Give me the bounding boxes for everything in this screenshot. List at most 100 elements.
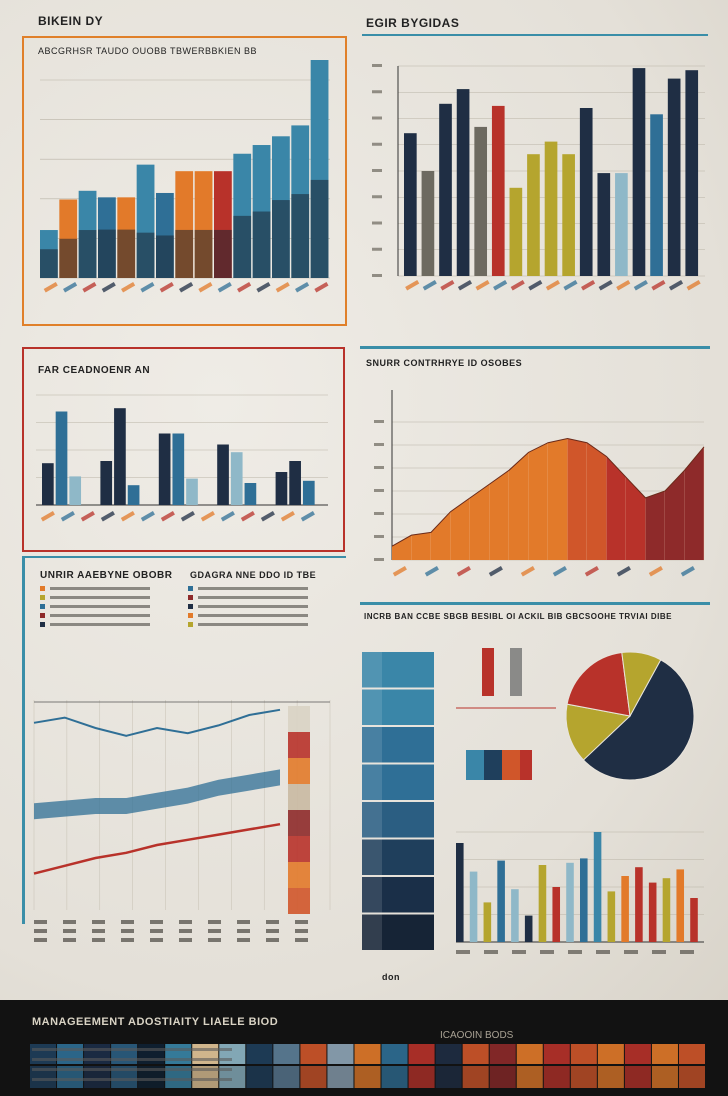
panel1-subtitle: ABCGRHSR TAUDO OUOBB TBWERBBKIEN BB [38,46,258,56]
column-block [362,764,434,800]
x-tick-label-mark [63,938,76,942]
x-tick-label-mark [512,950,526,954]
x-tick-mark [300,510,315,522]
bar [483,902,492,942]
bar [456,89,470,276]
strip-cell [624,1066,651,1088]
bar [597,173,611,276]
strip-cell [84,1066,111,1088]
x-tick-mark [475,280,490,291]
bar [469,871,478,942]
area-segment [411,532,431,560]
bar [538,865,547,942]
bar-shadow [59,238,78,278]
x-tick-label-mark [295,920,308,924]
bar [302,480,315,505]
x-tick-mark [520,566,535,577]
legend-swatch [188,586,193,591]
x-tick-mark [217,281,232,293]
x-tick-mark [456,566,471,577]
stack-segment [288,732,310,758]
x-tick-label-mark [237,920,250,924]
x-tick-mark [633,280,648,291]
panel1-frame [22,36,347,326]
stack-segment [288,836,310,862]
bar [275,472,288,505]
x-tick-mark [457,280,473,291]
bar-shadow [156,235,174,278]
area-segment [548,438,568,560]
legend-text-line [50,587,150,590]
x-tick-label-mark [266,920,279,924]
column-highlight [362,689,382,725]
y-tick-mark [372,169,382,172]
x-tick-mark [140,281,155,293]
bar [676,869,685,942]
column-highlight [362,877,382,913]
x-tick-mark [80,510,95,522]
x-tick-label-mark [121,920,134,924]
x-tick-mark [140,510,155,522]
strip-cell [57,1066,84,1088]
x-tick-mark [159,281,174,293]
x-tick-mark [63,281,78,293]
column-highlight [362,802,382,838]
column-block [362,652,434,688]
strip-cell [165,1066,192,1088]
column-block [362,727,434,763]
column-highlight [362,727,382,763]
bar [172,433,185,505]
legend-swatch [188,604,193,609]
bar [635,867,643,942]
column-highlight [362,764,382,800]
strip-cell [111,1066,138,1088]
bar-shadow [310,179,329,278]
area-segment [392,535,412,560]
bar [615,173,628,276]
x-tick-label-mark [540,950,554,954]
strip-text-line [32,1068,232,1071]
x-tick-mark [405,280,420,291]
panel6-mini-legend [456,648,556,780]
x-tick-mark [440,280,455,291]
x-tick-mark [493,279,508,291]
bar [217,444,229,505]
swatch [484,750,502,780]
legend-swatch [40,586,45,591]
x-tick-label-mark [596,950,610,954]
legend-swatch [40,613,45,618]
panel3-frame [22,347,345,552]
swatch [502,750,520,780]
y-tick-mark [372,274,382,277]
column-block [362,839,434,875]
bar [566,862,574,942]
bar [544,141,558,276]
x-tick-mark [101,281,116,293]
x-tick-mark [121,281,136,293]
x-tick-label-mark [237,929,250,933]
bar-shadow [117,229,136,278]
panel4-rule [360,346,710,349]
x-tick-label-mark [121,929,134,933]
bar [439,103,452,276]
area-segment [431,511,451,560]
x-tick-label-mark [680,950,694,954]
bar [580,858,588,942]
y-tick-mark [374,420,384,423]
bar-shadow [252,211,271,278]
footer-color-strip [30,1044,705,1088]
strip-cell [273,1066,300,1088]
area-segment [645,491,665,560]
y-tick-mark [374,443,384,446]
strip-text-line [32,1048,232,1051]
x-tick-mark [424,566,439,577]
x-tick-mark [240,510,255,522]
panel6-rule [360,602,710,605]
panel4-title: SNURR CONTRHRYE ID OSOBES [366,358,523,368]
bar [474,126,488,277]
y-tick-mark [374,466,384,469]
legend-swatch [188,622,193,627]
bar [55,411,68,505]
bar-shadow [272,200,290,278]
column-block [362,689,434,725]
